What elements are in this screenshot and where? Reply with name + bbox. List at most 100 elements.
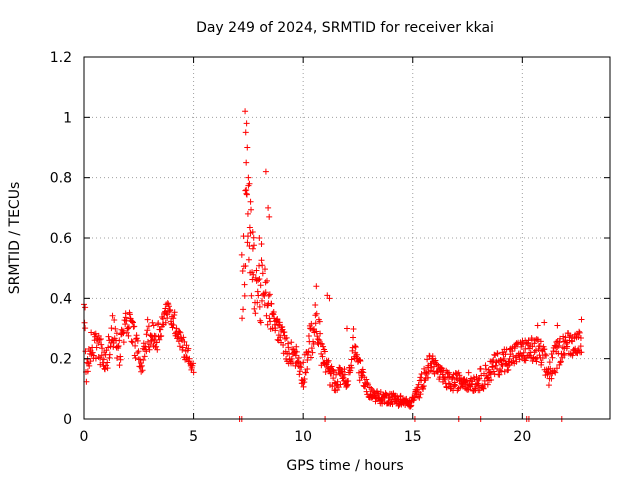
data-point [266,213,273,220]
data-point [154,346,161,353]
data-point [145,344,152,351]
data-point [535,336,542,343]
data-point [135,348,142,355]
data-point [104,365,111,372]
x-tick-label: 15 [404,429,422,445]
data-point [576,328,583,335]
data-point [449,374,456,381]
data-point [170,315,177,322]
data-point [423,369,430,376]
data-point [256,235,263,241]
data-point [434,361,441,368]
y-tick-label: 0.8 [50,171,72,187]
data-point [186,355,193,362]
data-point [325,357,332,364]
data-point [465,369,472,376]
data-point [557,358,564,365]
data-point [176,343,183,350]
data-point [420,385,427,392]
data-point [81,319,88,326]
data-point [263,312,270,319]
data-point [533,358,540,365]
data-point [525,337,532,344]
y-tick-label: 0.4 [50,291,72,307]
data-point [138,368,145,375]
data-point [238,251,245,258]
data-point [132,342,139,349]
data-point [541,346,548,353]
data-point [363,376,370,383]
data-point [95,332,102,339]
data-point [254,288,261,295]
data-point [185,345,192,352]
data-point [163,301,170,308]
data-point [363,388,370,395]
data-point [308,320,315,327]
data-point [356,377,363,384]
data-point [241,292,248,299]
x-tick-label: 10 [294,429,312,445]
data-point [257,282,264,289]
data-point [245,256,252,263]
data-point [145,323,152,330]
data-point [314,336,321,343]
data-point [337,365,344,372]
data-point [302,369,309,376]
data-point [138,362,145,369]
data-point [243,120,250,127]
data-point [347,367,354,374]
data-point [113,330,120,337]
data-point [139,367,146,374]
data-point [242,262,249,269]
data-point [242,108,249,115]
data-point [104,359,111,366]
data-point [84,368,91,375]
data-point [131,352,138,359]
data-point [543,352,550,359]
data-point [244,144,251,151]
data-point [505,358,512,365]
data-point [324,292,331,299]
data-point [501,355,508,362]
data-point [125,332,132,339]
data-point [420,382,427,389]
data-point [345,377,352,384]
data-point [246,180,253,187]
data-point [254,299,261,306]
data-point [549,354,556,361]
data-point [176,328,183,335]
data-point [488,376,495,383]
data-point [318,350,325,357]
data-point [248,292,255,299]
chart-title: Day 249 of 2024, SRMTID for receiver kka… [196,20,494,36]
data-point [317,330,324,337]
data-point [500,357,507,364]
data-point [105,333,112,340]
data-point [83,359,90,366]
data-marks [81,108,585,422]
data-point [177,329,184,336]
data-point [476,375,483,382]
data-point [298,364,305,371]
data-point [557,335,564,342]
data-point [505,366,512,373]
data-point [173,325,180,332]
data-point [180,334,187,341]
data-point [280,342,287,349]
data-point [300,359,307,366]
data-point [531,340,538,347]
data-point [98,352,105,359]
data-point [418,370,425,377]
data-point [533,336,540,343]
data-point [506,355,513,362]
data-point [293,348,300,355]
data-point [97,335,104,342]
data-point [266,291,273,298]
data-point [258,257,265,264]
data-point [297,360,304,367]
data-point [114,355,121,362]
data-point [333,371,340,378]
data-point [249,276,256,283]
data-point [242,129,249,136]
data-point [528,336,535,343]
